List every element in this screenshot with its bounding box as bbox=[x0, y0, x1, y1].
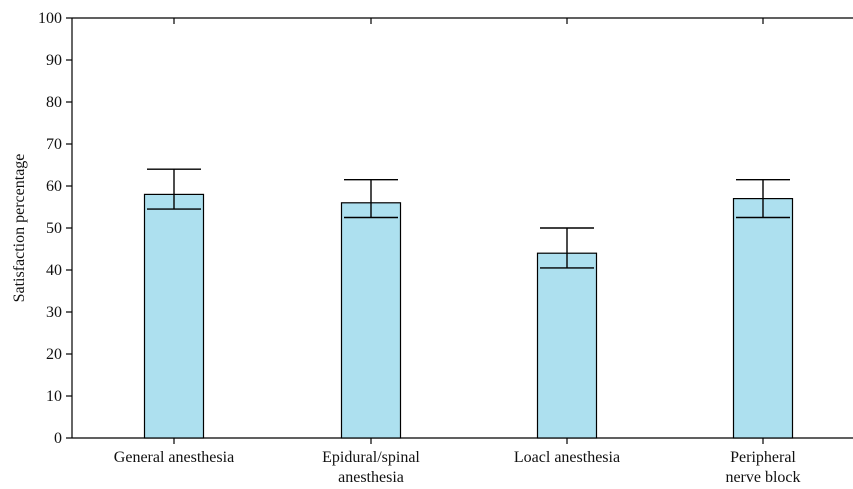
bar bbox=[340, 202, 402, 439]
bar bbox=[143, 193, 205, 439]
x-tick-label: General anesthesia bbox=[114, 449, 234, 466]
bars bbox=[143, 193, 794, 439]
y-tick-label: 50 bbox=[46, 220, 62, 237]
y-tick-label: 90 bbox=[46, 52, 62, 69]
y-tick-label: 10 bbox=[46, 388, 62, 405]
y-tick-label: 80 bbox=[46, 94, 62, 111]
y-tick-label: 40 bbox=[46, 262, 62, 279]
y-tick-label: 30 bbox=[46, 304, 62, 321]
bar bbox=[732, 198, 794, 439]
y-tick-label: 20 bbox=[46, 346, 62, 363]
x-tick-label: Epidural/spinal anesthesia bbox=[322, 449, 420, 486]
y-tick-label: 0 bbox=[54, 430, 62, 447]
y-tick-label: 100 bbox=[38, 10, 62, 27]
y-axis: 0 10 20 30 40 50 60 70 80 90 100 bbox=[38, 10, 73, 447]
x-tick-label: Peripheral nerve block bbox=[725, 449, 800, 486]
y-tick-label: 70 bbox=[46, 136, 62, 153]
y-axis-title: Satisfaction percentage bbox=[11, 154, 28, 303]
y-tick-label: 60 bbox=[46, 178, 62, 195]
x-tick-label: Loacl anesthesia bbox=[514, 449, 620, 466]
bar bbox=[536, 252, 598, 439]
error-bars bbox=[147, 168, 790, 269]
category-labels: General anesthesia Epidural/spinal anesthe… bbox=[114, 449, 801, 486]
